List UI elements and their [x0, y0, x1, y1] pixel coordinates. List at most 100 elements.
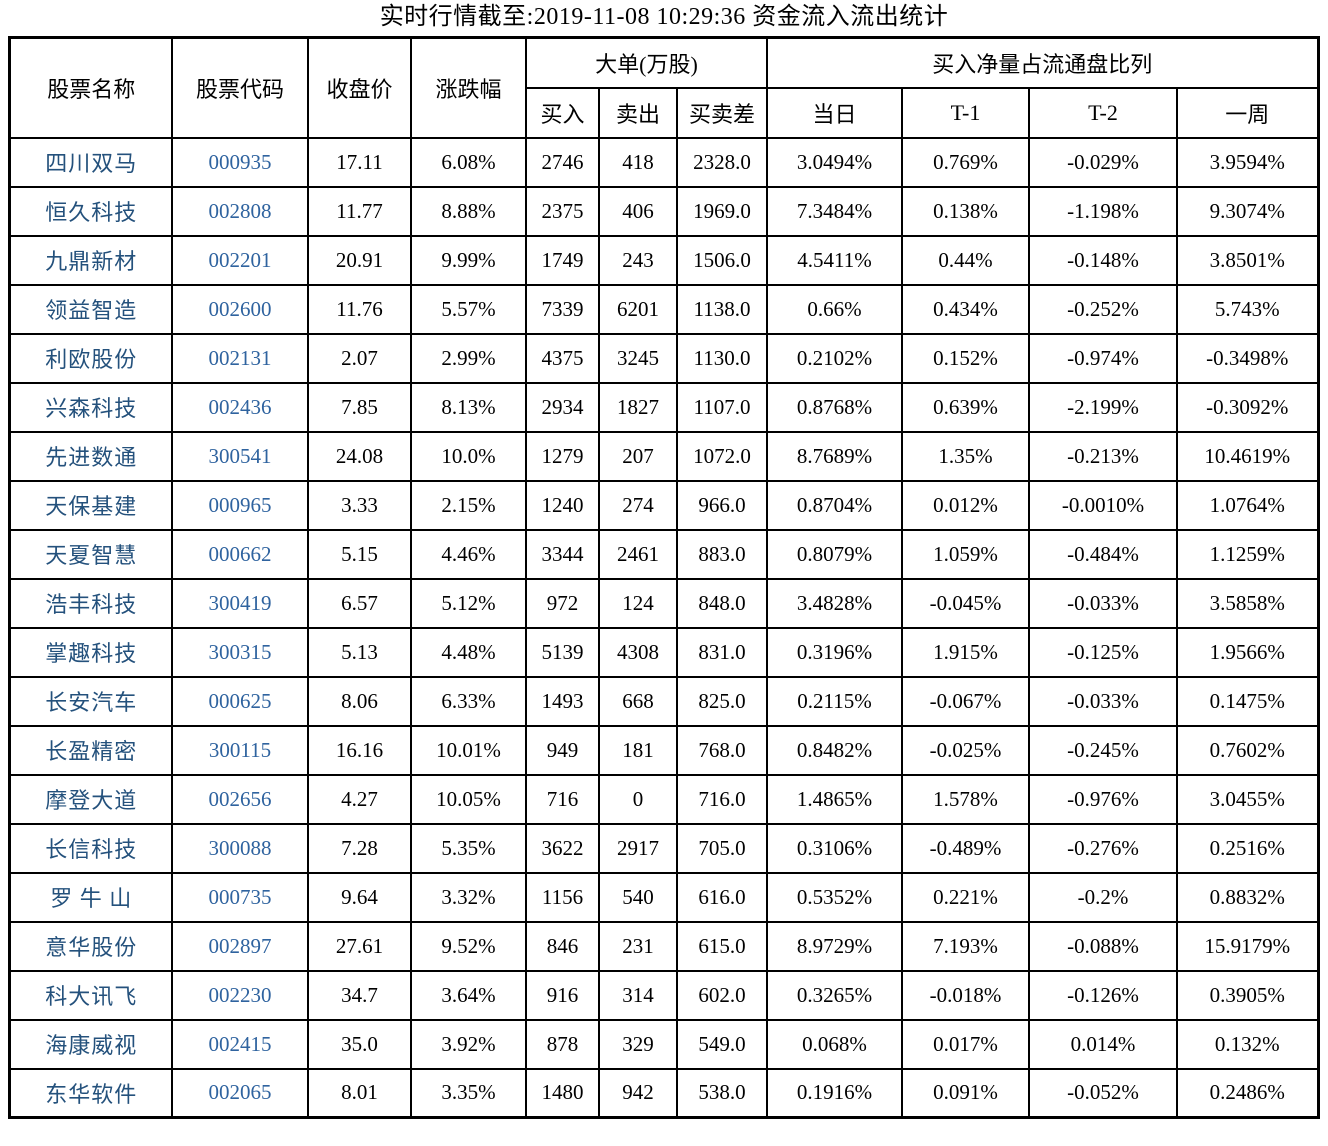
cell-change-pct: 10.05%	[409, 773, 527, 825]
cell-close-price: 8.01	[306, 1067, 412, 1119]
cell-stock-code[interactable]: 002201	[170, 234, 309, 286]
cell-stock-name[interactable]: 科大讯飞	[8, 969, 173, 1021]
cell-net-ratio-t-minus-1: 1.059%	[900, 528, 1030, 580]
cell-stock-name[interactable]: 浩丰科技	[8, 577, 173, 629]
cell-stock-name[interactable]: 掌趣科技	[8, 626, 173, 678]
cell-net-ratio-today: 0.8704%	[765, 479, 903, 531]
cell-buy-sell-diff: 825.0	[675, 675, 768, 727]
cell-stock-code[interactable]: 000625	[170, 675, 309, 727]
cell-net-ratio-t-minus-2: -0.033%	[1027, 577, 1178, 629]
table-row: 四川双马 000935 17.11 6.08% 2746 418 2328.0 3.0494%…	[8, 136, 1320, 188]
cell-net-ratio-t-minus-2: -0.033%	[1027, 675, 1178, 727]
cell-buy-volume: 7339	[524, 283, 600, 335]
cell-stock-code[interactable]: 002065	[170, 1067, 309, 1119]
cell-change-pct: 5.35%	[409, 822, 527, 874]
cell-sell-volume: 406	[597, 185, 678, 237]
cell-close-price: 11.76	[306, 283, 412, 335]
cell-stock-name[interactable]: 罗 牛 山	[8, 871, 173, 923]
cell-change-pct: 3.35%	[409, 1067, 527, 1119]
cell-stock-code[interactable]: 000662	[170, 528, 309, 580]
cell-stock-name[interactable]: 天夏智慧	[8, 528, 173, 580]
cell-buy-sell-diff: 2328.0	[675, 136, 768, 188]
cell-net-ratio-today: 3.0494%	[765, 136, 903, 188]
header-sub-row: 买入 卖出 买卖差 当日 T-1 T-2 一周	[10, 86, 1320, 139]
cell-stock-code[interactable]: 000935	[170, 136, 309, 188]
cell-stock-name[interactable]: 长盈精密	[8, 724, 173, 776]
cell-stock-name[interactable]: 领益智造	[8, 283, 173, 335]
cell-net-ratio-today: 0.8079%	[765, 528, 903, 580]
cell-stock-name[interactable]: 长信科技	[8, 822, 173, 874]
cell-stock-name[interactable]: 兴森科技	[8, 381, 173, 433]
cell-change-pct: 8.88%	[409, 185, 527, 237]
cell-buy-sell-diff: 848.0	[675, 577, 768, 629]
cell-buy-sell-diff: 616.0	[675, 871, 768, 923]
cell-stock-code[interactable]: 002897	[170, 920, 309, 972]
cell-net-ratio-t-minus-2: -0.484%	[1027, 528, 1178, 580]
cell-sell-volume: 243	[597, 234, 678, 286]
cell-net-ratio-t-minus-2: -0.252%	[1027, 283, 1178, 335]
cell-buy-volume: 4375	[524, 332, 600, 384]
cell-stock-code[interactable]: 002436	[170, 381, 309, 433]
report-title: 实时行情截至:2019-11-08 10:29:36 资金流入流出统计	[379, 4, 949, 30]
cell-net-ratio-t-minus-2: -0.0010%	[1027, 479, 1178, 531]
cell-change-pct: 8.13%	[409, 381, 527, 433]
cell-net-ratio-today: 7.3484%	[765, 185, 903, 237]
col-header-change-pct: 涨跌幅	[409, 36, 527, 139]
cell-buy-volume: 1480	[524, 1067, 600, 1119]
cell-net-ratio-week: 3.0455%	[1175, 773, 1320, 825]
cell-stock-code[interactable]: 300315	[170, 626, 309, 678]
cell-stock-code[interactable]: 300088	[170, 822, 309, 874]
cell-stock-code[interactable]: 002600	[170, 283, 309, 335]
cell-stock-name[interactable]: 摩登大道	[8, 773, 173, 825]
cell-net-ratio-today: 0.068%	[765, 1018, 903, 1070]
col-header-close-price: 收盘价	[306, 36, 412, 139]
cell-stock-name[interactable]: 海康威视	[8, 1018, 173, 1070]
cell-buy-sell-diff: 1107.0	[675, 381, 768, 433]
cell-net-ratio-today: 0.8482%	[765, 724, 903, 776]
cell-net-ratio-today: 0.8768%	[765, 381, 903, 433]
col-group-net-buy-ratio: 买入净量占流通盘比列	[765, 36, 1320, 89]
cell-stock-code[interactable]: 300419	[170, 577, 309, 629]
cell-stock-code[interactable]: 002656	[170, 773, 309, 825]
cell-stock-code[interactable]: 002230	[170, 969, 309, 1021]
cell-buy-sell-diff: 615.0	[675, 920, 768, 972]
cell-sell-volume: 540	[597, 871, 678, 923]
table-row: 恒久科技 002808 11.77 8.88% 2375 406 1969.0 7.3484%…	[8, 185, 1320, 237]
cell-stock-name[interactable]: 利欧股份	[8, 332, 173, 384]
stock-table-body: 四川双马 000935 17.11 6.08% 2746 418 2328.0 3.0494%…	[8, 136, 1320, 1119]
cell-stock-code[interactable]: 002131	[170, 332, 309, 384]
table-row: 罗 牛 山 000735 9.64 3.32% 1156 540 616.0 0.5352% 0…	[8, 871, 1320, 923]
cell-stock-code[interactable]: 300541	[170, 430, 309, 482]
cell-stock-code[interactable]: 002415	[170, 1018, 309, 1070]
cell-net-ratio-t-minus-1: -0.067%	[900, 675, 1030, 727]
cell-net-ratio-t-minus-1: -0.018%	[900, 969, 1030, 1021]
cell-stock-name[interactable]: 四川双马	[8, 136, 173, 188]
cell-stock-name[interactable]: 东华软件	[8, 1067, 173, 1119]
header-group-row: 股票名称 股票代码 收盘价 涨跌幅 大单(万股) 买入净量占流通盘比列	[8, 36, 1320, 139]
cell-stock-name[interactable]: 天保基建	[8, 479, 173, 531]
cell-net-ratio-today: 0.2102%	[765, 332, 903, 384]
cell-stock-code[interactable]: 000735	[170, 871, 309, 923]
cell-stock-name[interactable]: 九鼎新材	[8, 234, 173, 286]
cell-stock-name[interactable]: 长安汽车	[8, 675, 173, 727]
cell-stock-code[interactable]: 000965	[170, 479, 309, 531]
cell-net-ratio-week: 15.9179%	[1175, 920, 1320, 972]
cell-net-ratio-week: -0.3092%	[1175, 381, 1320, 433]
table-row: 长信科技 300088 7.28 5.35% 3622 2917 705.0 0.3106% -…	[8, 822, 1320, 874]
table-row: 领益智造 002600 11.76 5.57% 7339 6201 1138.0 0.66% 0…	[8, 283, 1320, 335]
cell-stock-name[interactable]: 恒久科技	[8, 185, 173, 237]
cell-stock-name[interactable]: 意华股份	[8, 920, 173, 972]
cell-close-price: 9.64	[306, 871, 412, 923]
cell-sell-volume: 181	[597, 724, 678, 776]
cell-change-pct: 5.57%	[409, 283, 527, 335]
cell-net-ratio-week: 3.8501%	[1175, 234, 1320, 286]
cell-close-price: 8.06	[306, 675, 412, 727]
cell-net-ratio-t-minus-2: -0.976%	[1027, 773, 1178, 825]
cell-net-ratio-t-minus-2: -0.974%	[1027, 332, 1178, 384]
cell-stock-code[interactable]: 300115	[170, 724, 309, 776]
cell-stock-name[interactable]: 先进数通	[8, 430, 173, 482]
cell-net-ratio-t-minus-1: -0.045%	[900, 577, 1030, 629]
cell-net-ratio-t-minus-2: -1.198%	[1027, 185, 1178, 237]
cell-stock-code[interactable]: 002808	[170, 185, 309, 237]
